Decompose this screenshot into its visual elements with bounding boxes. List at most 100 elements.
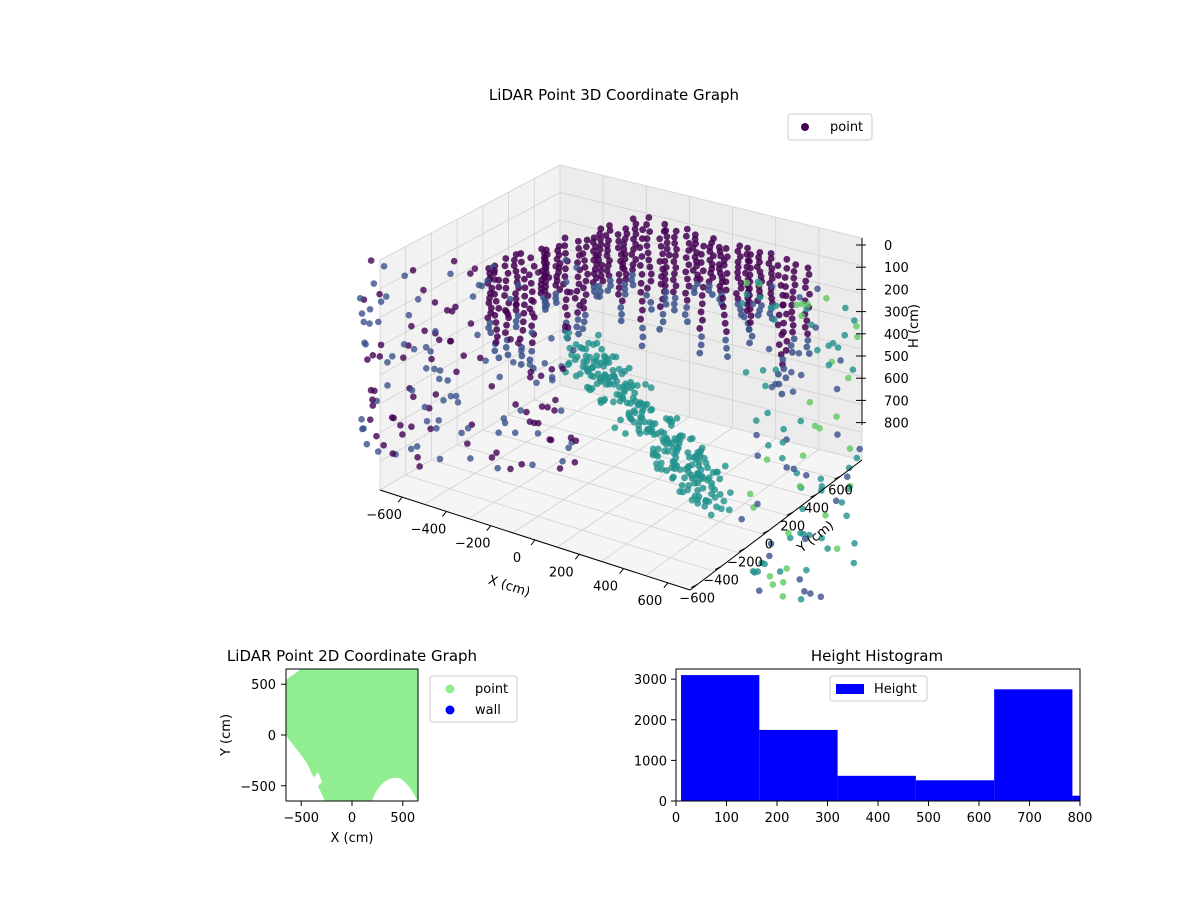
lidar-point (806, 531, 813, 539)
lidar-point (501, 262, 509, 270)
lidar-point (783, 337, 791, 345)
lidar-point (749, 300, 757, 308)
lidar-point (661, 282, 669, 290)
lidar-point (503, 321, 510, 329)
lidar-point (512, 317, 520, 325)
lidar-point (838, 499, 846, 506)
lidar-point (521, 292, 529, 300)
lidar-point (837, 357, 844, 364)
lidar-point (804, 330, 811, 338)
lidar-point (737, 305, 744, 313)
lidar-point (520, 309, 528, 317)
lidar-point (399, 431, 406, 438)
lidar-point (688, 461, 696, 469)
lidar-point (814, 346, 821, 354)
lidar-point (788, 315, 796, 323)
lidar-point (853, 454, 861, 462)
lidar-point (639, 333, 647, 341)
lidar-point (716, 490, 724, 498)
legend-2d-wall-marker (445, 705, 455, 715)
y-tick-label: −200 (727, 555, 763, 570)
lidar-point (774, 321, 782, 329)
chart-3d-title: LiDAR Point 3D Coordinate Graph (489, 86, 739, 104)
lidar-point (674, 444, 682, 452)
lidar-point (573, 264, 580, 271)
lidar-point (502, 284, 510, 292)
lidar-point (595, 331, 602, 339)
lidar-point (514, 281, 522, 289)
legend-hist: Height (829, 675, 928, 702)
lidar-point (722, 336, 729, 344)
lidar-point (400, 341, 408, 348)
lidar-point (446, 337, 454, 345)
lidar-point (604, 247, 611, 254)
lidar-point (776, 568, 784, 575)
lidar-point (448, 308, 456, 315)
lidar-point (638, 297, 646, 305)
lidar-point (561, 273, 569, 280)
lidar-point (779, 454, 786, 462)
lidar-point (491, 267, 498, 274)
lidar-point (651, 420, 659, 427)
lidar-point (643, 400, 651, 408)
grid-line (457, 444, 764, 535)
lidar-point (672, 252, 679, 259)
lidar-point (421, 327, 428, 335)
lidar-point (596, 230, 604, 238)
y-tick-label: −600 (679, 592, 715, 607)
lidar-point (534, 269, 542, 276)
lidar-point (513, 273, 521, 281)
lidar-point (793, 301, 800, 309)
lidar-point (659, 310, 667, 318)
lidar-point (695, 493, 703, 500)
lidar-point (629, 261, 637, 269)
y-tick-mark (834, 475, 841, 480)
lidar-point (754, 500, 761, 508)
lidar-point (654, 445, 662, 453)
chart-3d: LiDAR Point 3D Coordinate Graph −600 −400… (356, 86, 922, 609)
lidar-point (805, 350, 813, 357)
lidar-point (548, 373, 556, 381)
lidar-point (518, 352, 526, 360)
lidar-point (517, 250, 525, 257)
lidar-point (683, 296, 691, 304)
lidar-point (746, 339, 753, 347)
x-tick-label: 0 (672, 811, 680, 826)
z-tick-label: 0 (884, 239, 892, 254)
y-tick-label: 600 (828, 483, 853, 498)
lidar-point (721, 462, 729, 470)
legend-3d: point (787, 113, 873, 141)
lidar-point (562, 265, 569, 273)
lidar-point (671, 306, 678, 314)
histogram-bar (1072, 795, 1080, 801)
lidar-point (807, 590, 814, 597)
lidar-point (774, 272, 782, 279)
lidar-point (580, 304, 588, 312)
lidar-point (691, 479, 698, 487)
lidar-point (768, 270, 775, 277)
lidar-point (657, 242, 665, 250)
lidar-point (556, 465, 564, 472)
lidar-point (789, 288, 797, 296)
lidar-point (689, 244, 697, 252)
lidar-point (682, 232, 690, 240)
lidar-point (491, 347, 499, 355)
lidar-point (582, 352, 590, 360)
lidar-point (528, 347, 536, 355)
y-tick-label: 400 (804, 501, 829, 516)
lidar-point (515, 339, 522, 347)
lidar-point (796, 294, 803, 301)
lidar-point (656, 258, 664, 265)
lidar-point (571, 356, 579, 363)
lidar-point (433, 425, 440, 432)
x-tick-label: 100 (714, 811, 739, 826)
lidar-point (565, 444, 572, 452)
lidar-point (817, 593, 825, 601)
lidar-point (467, 455, 474, 462)
lidar-point (782, 283, 789, 291)
lidar-point (851, 539, 858, 547)
lidar-point (617, 416, 624, 424)
lidar-point (662, 263, 670, 271)
lidar-point (585, 367, 593, 375)
lidar-point (447, 392, 455, 400)
